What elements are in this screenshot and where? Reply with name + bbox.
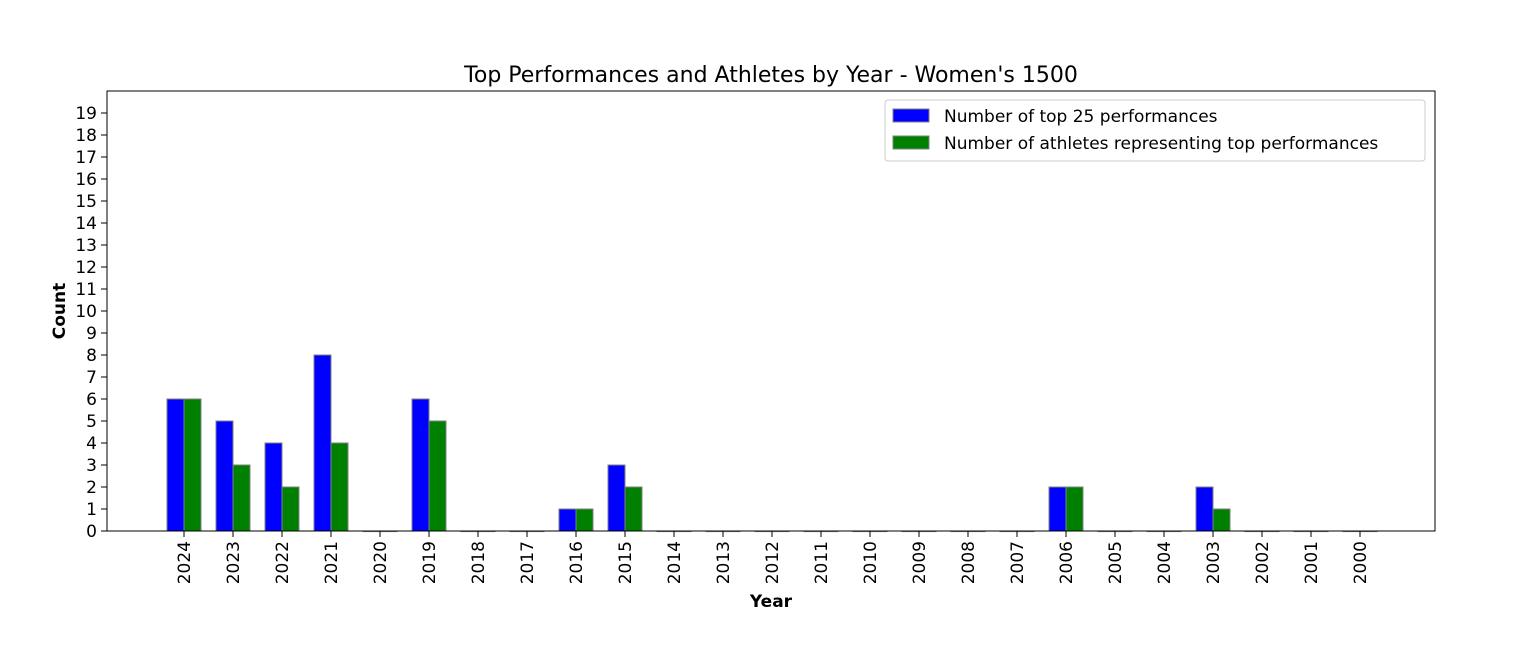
performances-bar-2003 [1195,486,1214,532]
y-tick-label: 9 [86,324,97,344]
x-tick-label: 2006 [1057,541,1077,584]
athletes-bar-2015 [624,486,643,532]
x-tick-label: 2014 [665,541,685,584]
y-tick-label: 8 [86,346,97,366]
y-tick-label: 2 [86,478,97,498]
x-tick-label: 2019 [420,541,440,584]
legend-swatch [892,108,930,123]
y-tick-label: 1 [86,500,97,520]
athletes-bar-2006 [1065,486,1084,532]
x-tick-label: 2013 [714,541,734,584]
y-tick-label: 17 [75,148,97,168]
y-tick-label: 0 [86,522,97,542]
y-tick-label: 14 [75,214,97,234]
athletes-bar-2021 [330,442,349,532]
x-tick-label: 2003 [1204,541,1224,584]
performances-bar-2019 [411,398,430,532]
x-tick-label: 2022 [273,541,293,584]
legend-swatch [892,135,930,150]
x-tick-label: 2010 [861,541,881,584]
x-tick-label: 2000 [1351,541,1371,584]
x-tick-label: 2016 [567,541,587,584]
bars [166,354,1378,533]
x-tick-label: 2015 [616,541,636,584]
x-tick-label: 2009 [910,541,930,584]
legend-label: Number of athletes representing top perf… [944,134,1378,154]
x-tick-label: 2018 [469,541,489,584]
x-tick-label: 2004 [1155,541,1175,584]
y-axis-label: Count [50,283,70,340]
x-tick-label: 2005 [1106,541,1126,584]
chart-title: Top Performances and Athletes by Year - … [463,63,1078,88]
performances-bar-2024 [166,398,185,532]
athletes-bar-2019 [428,420,447,532]
athletes-bar-2024 [183,398,202,532]
x-tick-label: 2002 [1253,541,1273,584]
x-tick-label: 2008 [959,541,979,584]
x-axis-label: Year [749,592,793,612]
y-tick-label: 19 [75,104,97,124]
performances-bar-2021 [313,354,332,532]
x-tick-label: 2021 [322,541,342,584]
legend-box [884,99,1426,162]
y-tick-label: 3 [86,456,97,476]
legend-label: Number of top 25 performances [944,107,1218,127]
y-tick-label: 5 [86,412,97,432]
y-tick-label: 10 [75,302,97,322]
y-tick-label: 7 [86,368,97,388]
athletes-bar-2023 [232,464,251,532]
x-tick-label: 2011 [812,541,832,584]
x-tick-label: 2024 [175,541,195,584]
y-tick-label: 15 [75,192,97,212]
y-tick-label: 16 [75,170,97,190]
athletes-bar-2003 [1212,508,1231,532]
legend: Number of top 25 performances Number of a… [884,99,1426,162]
athletes-bar-2022 [281,486,300,532]
y-tick-label: 4 [86,434,97,454]
x-tick-label: 2012 [763,541,783,584]
y-tick-label: 12 [75,258,97,278]
x-tick-label: 2020 [371,541,391,584]
performances-bar-2023 [215,420,234,532]
x-tick-label: 2001 [1302,541,1322,584]
y-tick-label: 13 [75,236,97,256]
performances-bar-2006 [1048,486,1067,532]
y-tick-label: 18 [75,126,97,146]
athletes-bar-2016 [575,508,594,532]
performances-bar-2022 [264,442,283,532]
x-axis: 2024 2023 2022 2021 2020 2019 2018 2017 2016 2015… [175,531,1371,584]
performances-bar-2016 [558,508,577,532]
x-tick-label: 2007 [1008,541,1028,584]
y-tick-label: 6 [86,390,97,410]
x-tick-label: 2017 [518,541,538,584]
x-tick-label: 2023 [224,541,244,584]
y-tick-label: 11 [75,280,97,300]
performances-bar-2015 [607,464,626,532]
